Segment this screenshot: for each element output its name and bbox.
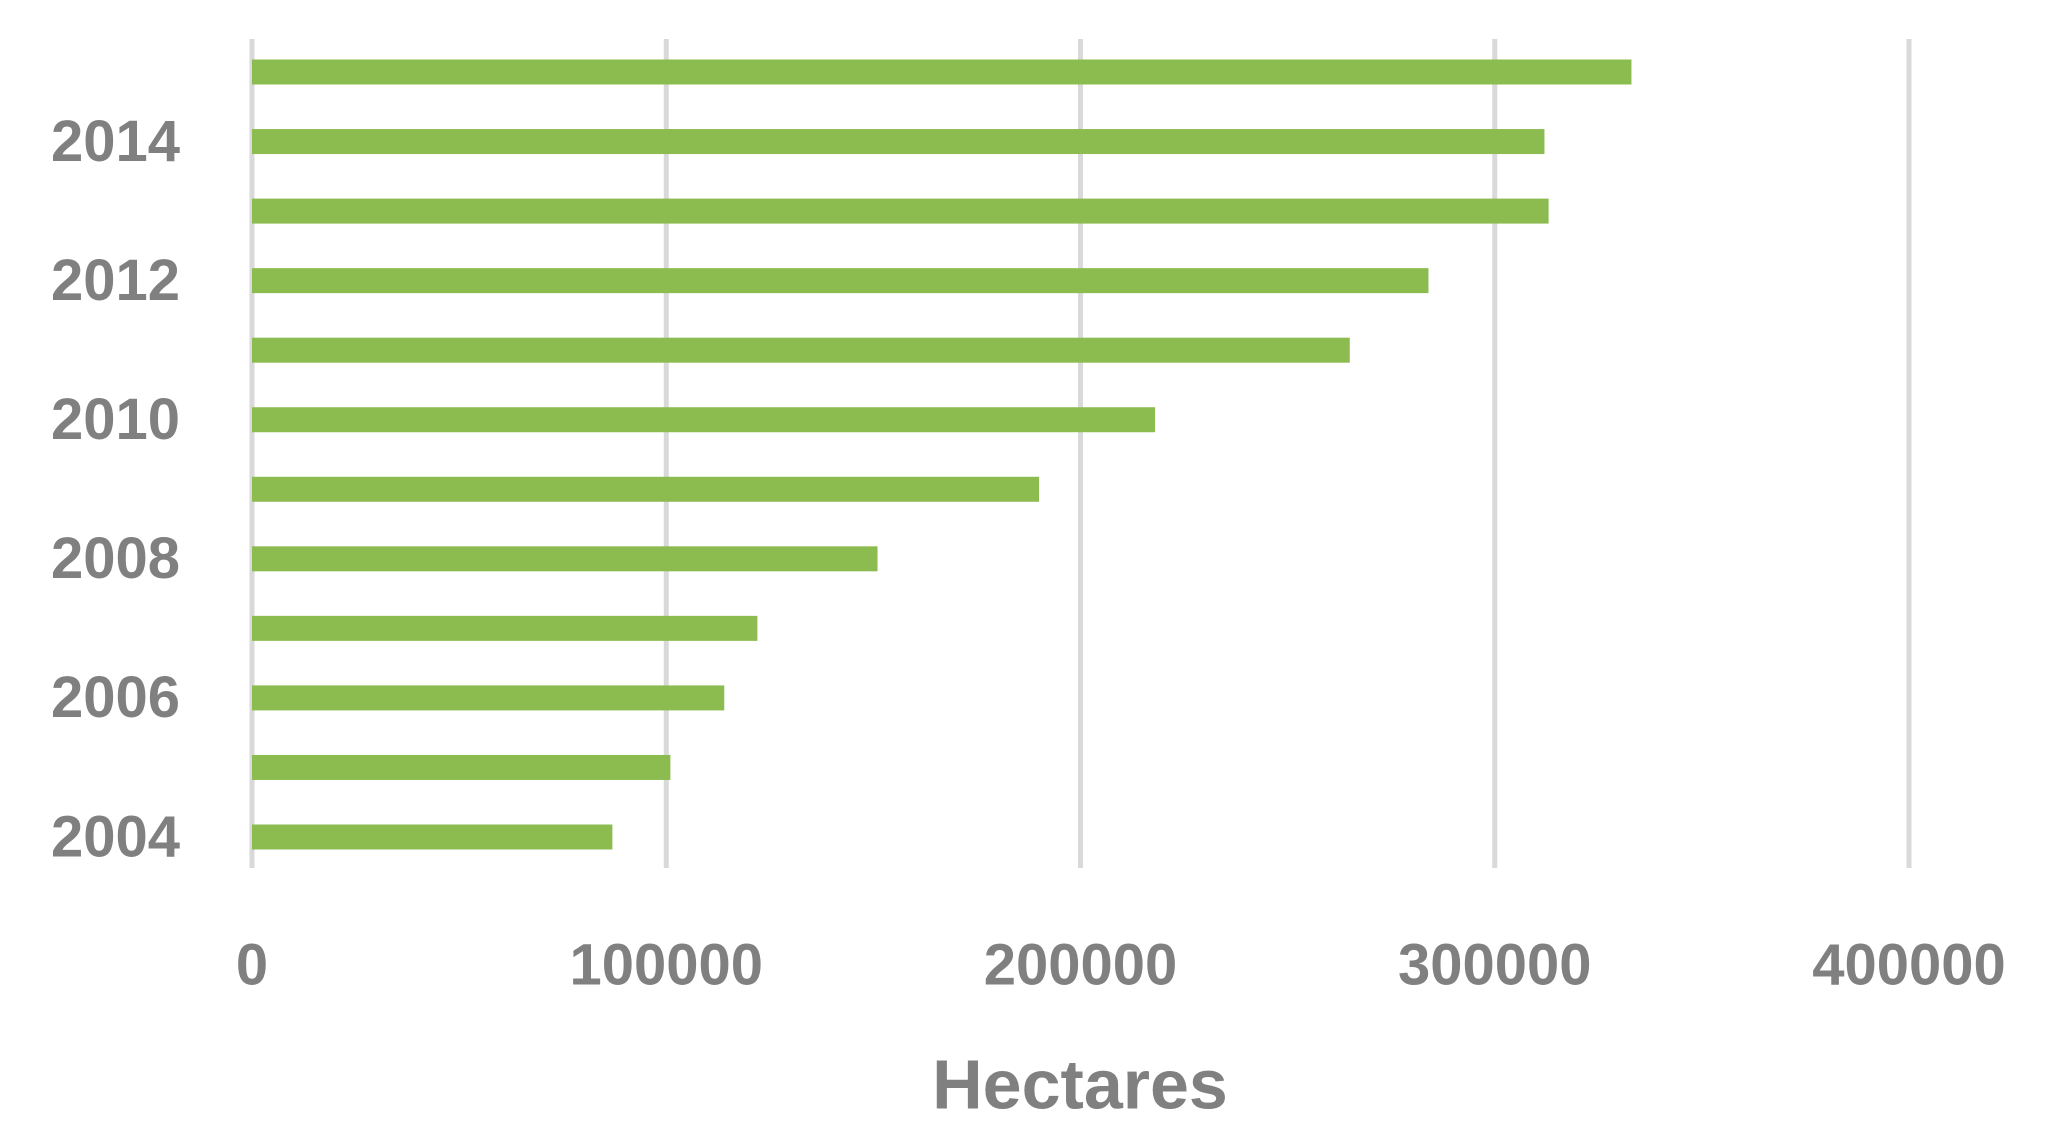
bar (252, 615, 758, 641)
bar (252, 337, 1350, 363)
x-tick-label: 0 (236, 932, 268, 997)
x-tick-label: 100000 (569, 932, 763, 997)
bar (252, 407, 1156, 433)
bar (252, 268, 1429, 294)
y-tick-label: 2014 (51, 109, 180, 174)
y-tick-label: 2008 (51, 526, 180, 591)
bar (252, 476, 1040, 502)
bar (252, 546, 878, 572)
x-tick-label: 200000 (984, 932, 1178, 997)
bar (252, 754, 671, 780)
y-tick-label: 2012 (51, 248, 180, 313)
x-tick-label: 400000 (1812, 932, 2006, 997)
bar (252, 685, 725, 711)
bar (252, 824, 613, 850)
y-tick-label: 2010 (51, 387, 180, 452)
x-axis-title: Hectares (932, 1045, 1228, 1123)
bar (252, 59, 1632, 85)
y-tick-label: 2004 (51, 804, 180, 869)
bar (252, 129, 1545, 155)
x-tick-label: 300000 (1398, 932, 1592, 997)
y-tick-label: 2006 (51, 665, 180, 730)
bar (252, 198, 1549, 224)
